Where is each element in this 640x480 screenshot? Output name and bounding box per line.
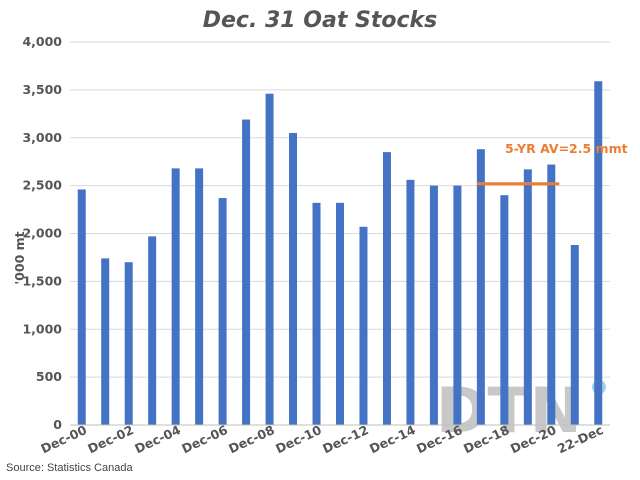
bar-dec-14 bbox=[406, 179, 415, 425]
bar-dec-11 bbox=[336, 202, 344, 425]
bar-dec-05 bbox=[195, 168, 204, 425]
x-tick-label: Dec-02 bbox=[85, 422, 136, 456]
bars bbox=[77, 81, 603, 426]
bar-dec-10 bbox=[312, 202, 321, 425]
x-tick-label: Dec-08 bbox=[226, 422, 277, 456]
bar-dec-21 bbox=[570, 244, 579, 425]
y-tick-label: 2,500 bbox=[22, 178, 62, 193]
x-tick-label: Dec-12 bbox=[320, 422, 371, 456]
bar-dec-08 bbox=[265, 93, 274, 425]
y-tick-label: 3,000 bbox=[22, 130, 62, 145]
x-tick-label: Dec-10 bbox=[273, 422, 324, 456]
chart-title: Dec. 31 Oat Stocks bbox=[203, 8, 437, 33]
source-note: Source: Statistics Canada bbox=[6, 462, 133, 474]
bar-dec-13 bbox=[382, 152, 391, 426]
bar-dec-19 bbox=[523, 169, 532, 425]
bar-dec-16 bbox=[453, 185, 462, 425]
y-tick-label: 2,000 bbox=[22, 226, 62, 241]
bar-dec-04 bbox=[171, 168, 180, 425]
y-axis-ticks: 0 500 1,000 1,500 2,000 2,500 3,000 3,500 4,000 bbox=[22, 34, 62, 432]
bar-dec-03 bbox=[148, 236, 157, 425]
bar-dec-15 bbox=[429, 185, 438, 425]
bar-dec-07 bbox=[242, 119, 251, 426]
x-tick-label: Dec-14 bbox=[367, 422, 418, 456]
x-tick-label: Dec-00 bbox=[38, 422, 89, 456]
bar-dec-18 bbox=[500, 195, 509, 425]
bar-dec-09 bbox=[289, 132, 298, 425]
x-tick-label: Dec-04 bbox=[132, 422, 183, 456]
y-axis-label: '000 mt bbox=[12, 231, 27, 284]
bar-dec-17 bbox=[476, 149, 485, 426]
y-tick-label: 4,000 bbox=[22, 34, 62, 49]
bar-dec-12 bbox=[359, 226, 368, 425]
x-tick-label: Dec-06 bbox=[179, 422, 230, 456]
bar-dec-02 bbox=[124, 262, 133, 425]
bar-dec-00 bbox=[77, 189, 86, 425]
y-tick-label: 1,000 bbox=[22, 321, 62, 336]
y-tick-label: 1,500 bbox=[22, 273, 62, 288]
five-year-average-label: 5-YR AV=2.5 mmt bbox=[505, 141, 628, 156]
bar-dec-06 bbox=[218, 198, 227, 425]
y-tick-label: 0 bbox=[53, 417, 62, 432]
bar-dec-01 bbox=[101, 258, 110, 425]
bar-dec-20 bbox=[547, 164, 556, 425]
y-tick-label: 500 bbox=[36, 369, 62, 384]
y-tick-label: 3,500 bbox=[22, 82, 62, 97]
bar-22-dec bbox=[594, 81, 603, 425]
